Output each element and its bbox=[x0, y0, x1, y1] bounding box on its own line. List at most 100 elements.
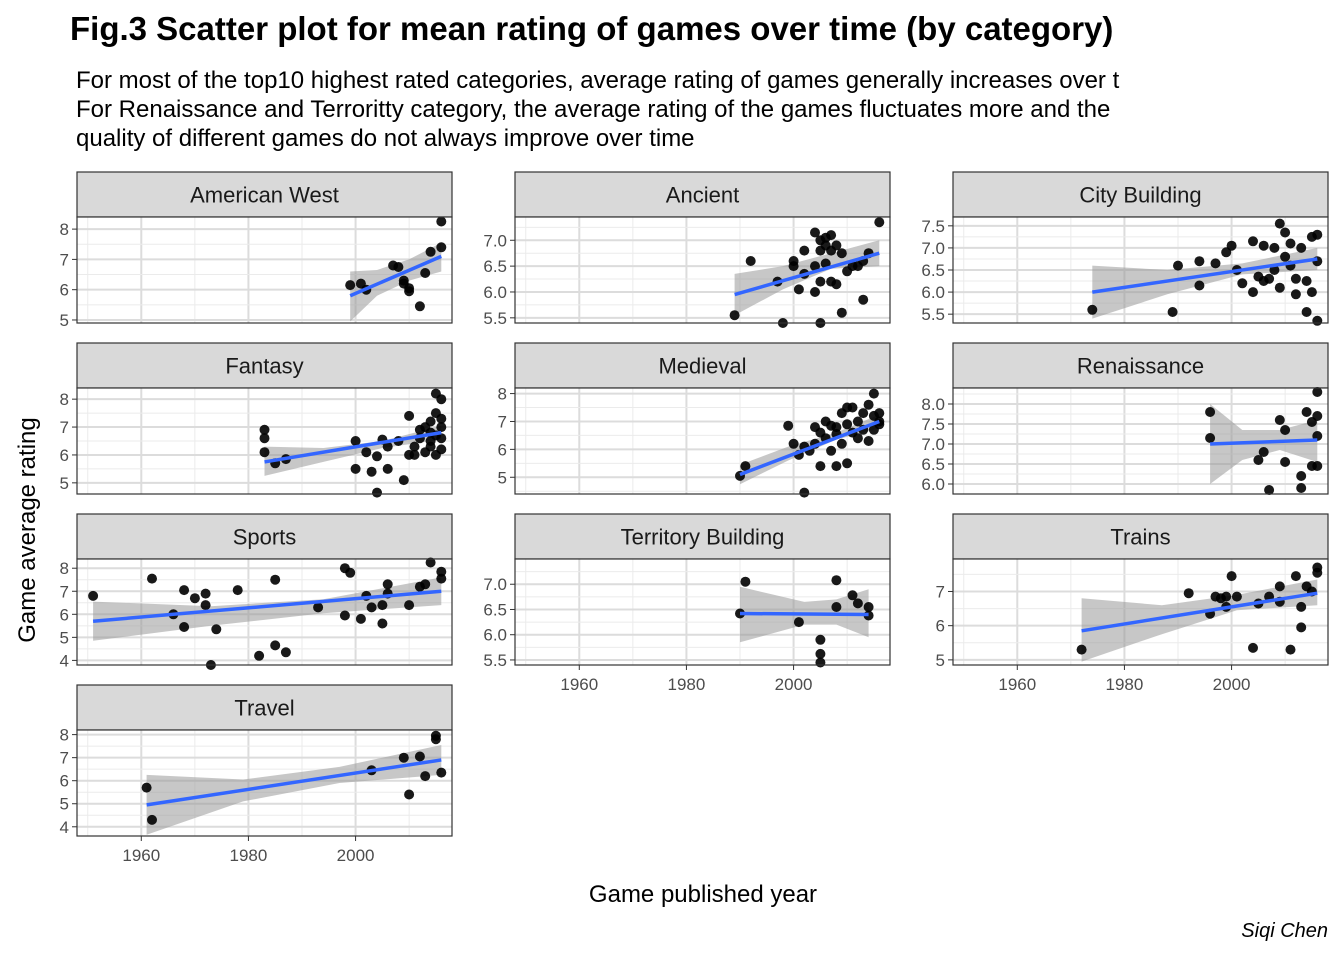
y-axis-title: Game average rating bbox=[14, 417, 41, 642]
data-point bbox=[350, 463, 361, 474]
y-tick-label: 5.5 bbox=[921, 305, 945, 324]
data-point bbox=[372, 451, 382, 462]
y-tick-label: 5.5 bbox=[483, 651, 507, 670]
facet-label: Trains bbox=[1110, 525, 1170, 550]
y-tick-label: 7 bbox=[936, 582, 945, 601]
panel-border bbox=[76, 729, 453, 837]
y-tick-label: 6.5 bbox=[921, 455, 945, 474]
data-point bbox=[425, 246, 436, 257]
y-tick-label: 5 bbox=[498, 468, 507, 487]
data-point bbox=[874, 217, 885, 228]
x-tick-label: 1980 bbox=[668, 675, 706, 694]
data-point bbox=[377, 618, 388, 629]
trend-line bbox=[739, 419, 880, 477]
data-point bbox=[409, 449, 420, 460]
y-tick-label: 5 bbox=[60, 628, 69, 647]
y-tick-label: 6 bbox=[60, 446, 69, 465]
data-point bbox=[836, 307, 847, 318]
data-point bbox=[1306, 287, 1317, 298]
data-point bbox=[788, 438, 799, 449]
y-tick-label: 7 bbox=[60, 749, 69, 768]
data-point bbox=[1280, 251, 1291, 262]
facet-strip bbox=[76, 684, 453, 731]
y-tick-label: 4 bbox=[60, 651, 69, 670]
data-point bbox=[815, 634, 826, 645]
data-point bbox=[1274, 282, 1285, 293]
y-tick-label: 8.0 bbox=[921, 395, 945, 414]
data-point bbox=[1296, 622, 1307, 633]
data-point bbox=[345, 567, 356, 578]
facet-label: City Building bbox=[1079, 183, 1201, 208]
data-point bbox=[147, 573, 157, 584]
data-point bbox=[436, 242, 447, 253]
data-point bbox=[842, 419, 853, 430]
facet-panel: American West 5 6 7 8 bbox=[60, 171, 453, 330]
data-point bbox=[345, 280, 356, 291]
data-point bbox=[1280, 227, 1291, 238]
data-point bbox=[1290, 571, 1301, 582]
data-point bbox=[404, 789, 415, 800]
data-point bbox=[414, 301, 425, 312]
data-point bbox=[842, 458, 853, 469]
data-point bbox=[1269, 242, 1280, 253]
y-tick-label: 8 bbox=[60, 559, 69, 578]
data-point bbox=[1205, 407, 1216, 417]
x-axis-title: Game published year bbox=[589, 881, 817, 908]
facet-strip bbox=[952, 513, 1329, 560]
facet-label: Fantasy bbox=[225, 354, 303, 379]
data-point bbox=[259, 424, 270, 435]
y-tick-label: 7 bbox=[60, 582, 69, 601]
data-point bbox=[826, 445, 837, 456]
chart-subtitle: For most of the top10 highest rated cate… bbox=[76, 66, 1119, 153]
data-point bbox=[831, 279, 842, 290]
data-point bbox=[270, 640, 281, 651]
data-point bbox=[1296, 471, 1307, 481]
data-point bbox=[815, 657, 826, 668]
data-point bbox=[1312, 315, 1323, 326]
facet-label: Sports bbox=[233, 525, 297, 550]
data-point bbox=[847, 402, 858, 413]
data-point bbox=[259, 433, 270, 444]
chart-title: Fig.3 Scatter plot for mean rating of ga… bbox=[70, 10, 1114, 47]
data-point bbox=[788, 261, 799, 272]
data-point bbox=[1248, 287, 1258, 298]
data-point bbox=[382, 579, 393, 590]
data-point bbox=[280, 647, 291, 658]
data-point bbox=[436, 413, 447, 424]
data-point bbox=[1194, 256, 1205, 267]
data-point bbox=[404, 286, 415, 297]
data-point bbox=[1296, 483, 1307, 493]
data-point bbox=[810, 287, 820, 297]
data-point bbox=[783, 420, 794, 431]
data-point bbox=[1205, 433, 1216, 443]
data-point bbox=[398, 752, 409, 763]
x-tick-label: 2000 bbox=[1213, 675, 1251, 694]
data-point bbox=[1285, 644, 1296, 655]
y-tick-label: 8 bbox=[60, 390, 69, 409]
data-point bbox=[404, 600, 415, 611]
data-point bbox=[1264, 273, 1275, 284]
y-tick-label: 6.0 bbox=[921, 475, 945, 494]
data-point bbox=[836, 248, 847, 259]
data-point bbox=[858, 294, 869, 305]
x-tick-label: 1980 bbox=[1106, 675, 1144, 694]
data-point bbox=[200, 600, 211, 611]
data-point bbox=[425, 441, 436, 452]
y-tick-label: 6 bbox=[60, 605, 69, 624]
data-point bbox=[799, 487, 810, 498]
panel-border bbox=[952, 558, 1329, 666]
data-point bbox=[826, 230, 837, 241]
y-tick-label: 6.0 bbox=[483, 626, 507, 645]
data-point bbox=[1258, 240, 1269, 251]
data-point bbox=[404, 410, 415, 421]
data-point bbox=[1248, 642, 1258, 653]
facet-panel: Sports 4 5 6 7 8 bbox=[60, 513, 453, 670]
y-tick-label: 7.0 bbox=[483, 575, 507, 594]
data-point bbox=[793, 617, 804, 628]
data-point bbox=[436, 767, 447, 778]
panel-border bbox=[952, 387, 1329, 495]
x-tick-label: 1960 bbox=[122, 846, 160, 865]
data-point bbox=[874, 408, 885, 419]
data-point bbox=[88, 590, 99, 601]
